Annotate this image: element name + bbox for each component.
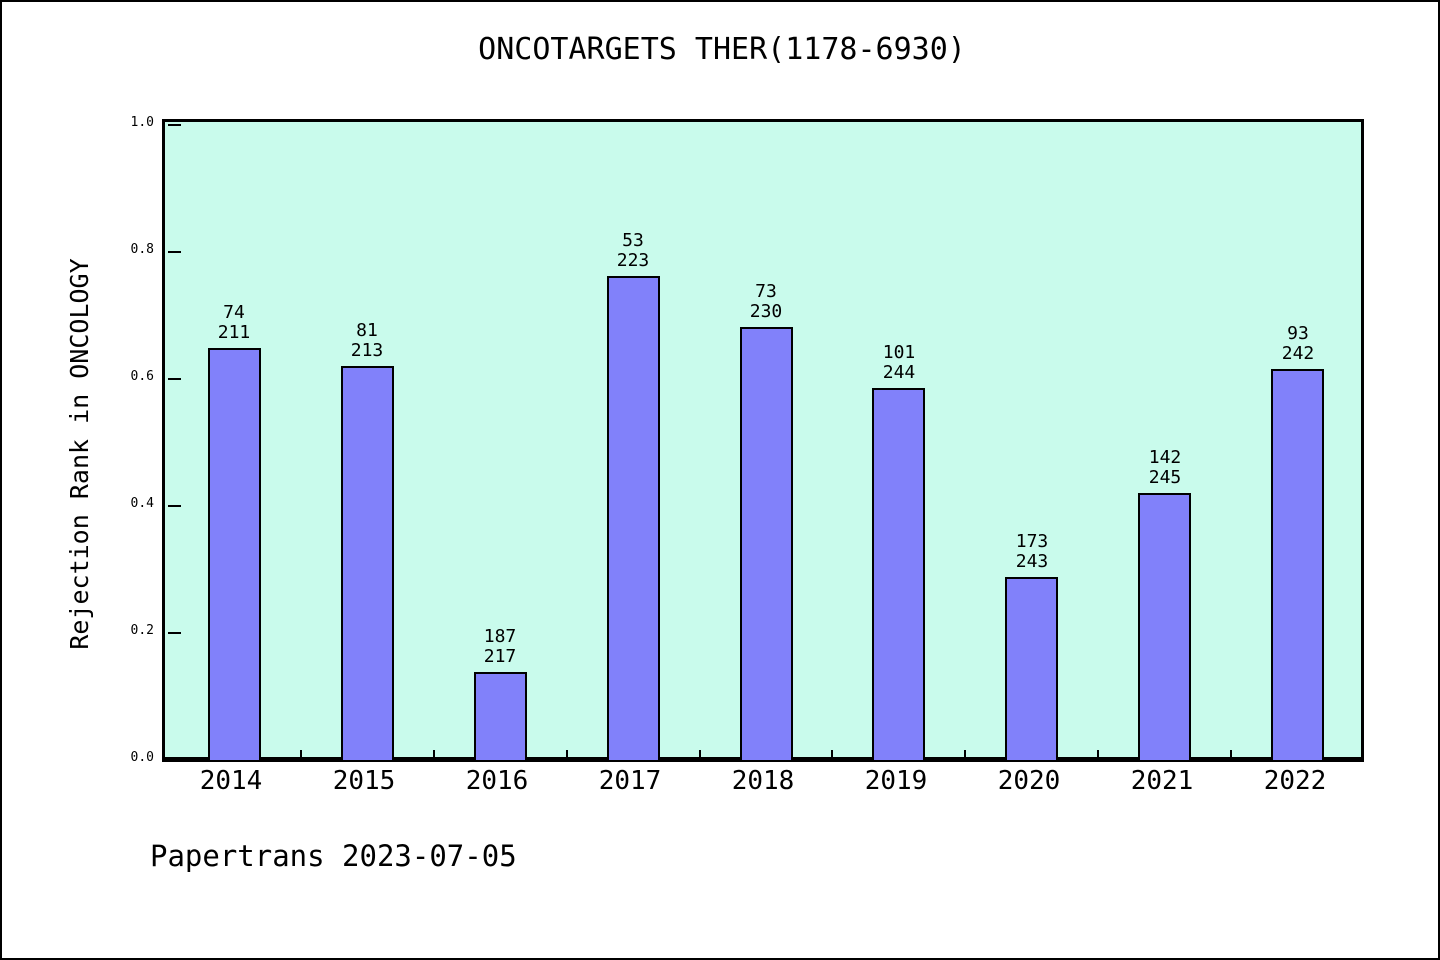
bar-value-label-2020: 173 243 — [1015, 531, 1049, 573]
y-axis-tick — [168, 251, 181, 253]
plot-inner: 74 211 81 213 187 217 53 223 73 230 101 244 17… — [165, 122, 1361, 761]
x-tick-label-2021: 2021 — [1130, 766, 1194, 796]
x-tick-label-2016: 2016 — [465, 766, 529, 796]
bar-value-label-2022: 93 242 — [1281, 323, 1315, 365]
x-tick-label-2014: 2014 — [199, 766, 263, 796]
bar-value-label-2015: 81 213 — [350, 320, 384, 362]
y-axis-tick — [168, 505, 181, 507]
bar-2020 — [1005, 577, 1058, 760]
y-axis-tick — [168, 632, 181, 634]
y-tick-label-0.0: 0.0 — [130, 750, 154, 765]
x-tick-label-2019: 2019 — [864, 766, 928, 796]
x-axis-minor-tick — [566, 750, 568, 760]
bar-value-label-2018: 73 230 — [749, 281, 783, 323]
y-tick-label-1.0: 1.0 — [130, 115, 154, 130]
bar-value-label-2017: 53 223 — [616, 230, 650, 272]
x-axis-minor-tick — [1097, 750, 1099, 760]
bar-2019 — [872, 388, 925, 760]
x-tick-label-2015: 2015 — [332, 766, 396, 796]
watermark-footer: Papertrans 2023-07-05 — [150, 839, 517, 873]
bar-2016 — [474, 672, 527, 760]
x-axis-minor-tick — [831, 750, 833, 760]
chart-title: ONCOTARGETS THER(1178-6930) — [478, 32, 966, 67]
bar-value-label-2016: 187 217 — [483, 626, 517, 668]
y-tick-label-0.4: 0.4 — [130, 496, 154, 511]
bar-2022 — [1271, 369, 1324, 760]
x-tick-label-2017: 2017 — [598, 766, 662, 796]
bar-2017 — [607, 276, 660, 760]
bar-2018 — [740, 327, 793, 760]
x-tick-label-2020: 2020 — [997, 766, 1061, 796]
x-axis-minor-tick — [433, 750, 435, 760]
x-axis-minor-tick — [1230, 750, 1232, 760]
bar-value-label-2014: 74 211 — [217, 302, 251, 344]
x-axis-minor-tick — [964, 750, 966, 760]
y-tick-label-0.6: 0.6 — [130, 369, 154, 384]
x-axis-minor-tick — [300, 750, 302, 760]
bar-2015 — [341, 366, 394, 760]
x-axis-minor-tick — [699, 750, 701, 760]
x-tick-label-2022: 2022 — [1263, 766, 1327, 796]
plot-area: 74 211 81 213 187 217 53 223 73 230 101 244 17… — [162, 119, 1364, 762]
bar-2021 — [1138, 493, 1191, 760]
y-axis-tick — [168, 124, 181, 126]
bar-2014 — [208, 348, 261, 760]
x-tick-label-2018: 2018 — [731, 766, 795, 796]
bar-value-label-2019: 101 244 — [882, 342, 916, 384]
bar-value-label-2021: 142 245 — [1148, 447, 1182, 489]
y-axis-tick — [168, 378, 181, 380]
y-axis-tick — [168, 759, 181, 761]
y-tick-label-0.2: 0.2 — [130, 623, 154, 638]
y-tick-label-0.8: 0.8 — [130, 242, 154, 257]
